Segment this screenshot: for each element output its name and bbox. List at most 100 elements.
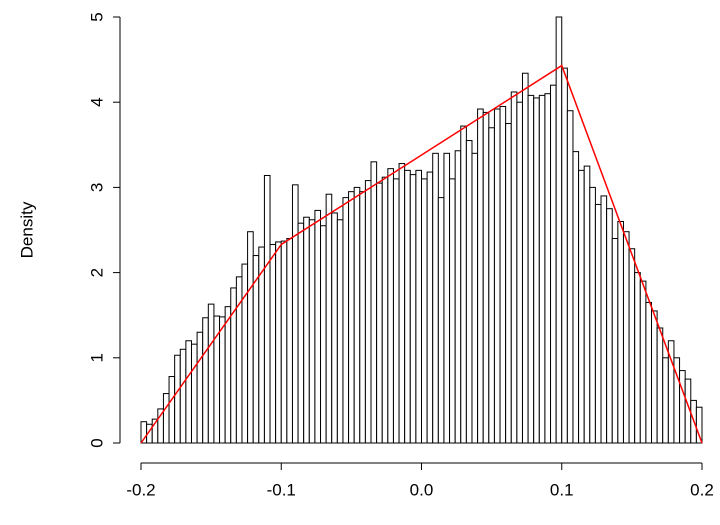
- bar: [224, 306, 232, 444]
- bar: [353, 186, 361, 444]
- x-tick-label: 0.2: [690, 480, 714, 499]
- bar: [645, 301, 653, 444]
- bar: [370, 161, 378, 444]
- bar: [679, 370, 686, 444]
- bar: [275, 241, 282, 444]
- bar: [656, 327, 664, 444]
- bar: [185, 340, 192, 444]
- bar: [505, 123, 512, 444]
- bar: [600, 195, 608, 444]
- bar: [179, 348, 187, 444]
- bar: [162, 393, 170, 444]
- bar: [269, 243, 277, 444]
- x-tick-label: 0.0: [410, 480, 434, 499]
- bar: [247, 231, 254, 444]
- bar: [336, 219, 344, 444]
- bar: [331, 212, 338, 444]
- bar: [263, 174, 271, 444]
- bar: [364, 180, 372, 444]
- bar: [308, 219, 316, 444]
- bar: [527, 94, 535, 444]
- bar: [398, 163, 406, 444]
- y-tick-label: 5: [87, 12, 106, 21]
- bar: [695, 406, 703, 444]
- bar: [387, 168, 394, 444]
- bar: [432, 152, 439, 444]
- bar: [174, 354, 181, 444]
- bar: [443, 152, 451, 444]
- bar: [168, 376, 176, 444]
- bar: [258, 246, 265, 444]
- bar: [449, 178, 456, 444]
- bar: [320, 225, 327, 444]
- bar: [538, 94, 546, 444]
- bar: [516, 101, 523, 444]
- y-tick-label: 2: [87, 268, 106, 277]
- bar: [314, 209, 322, 444]
- bar: [202, 317, 209, 444]
- bar: [533, 97, 540, 444]
- bar: [510, 91, 518, 444]
- bar: [521, 72, 529, 444]
- bar: [376, 182, 383, 444]
- bar: [550, 84, 557, 444]
- bar: [404, 169, 411, 444]
- bar: [381, 176, 389, 444]
- bar: [499, 105, 507, 444]
- bar: [359, 191, 366, 444]
- bar: [477, 108, 484, 444]
- bar: [196, 331, 204, 444]
- bar: [578, 169, 585, 444]
- bar: [286, 238, 293, 444]
- bar: [280, 240, 288, 444]
- bar: [207, 303, 215, 444]
- y-tick-label: 4: [87, 97, 106, 106]
- bar: [555, 16, 563, 444]
- y-tick-label: 0: [87, 438, 106, 447]
- bar: [634, 272, 641, 444]
- bar: [415, 169, 423, 444]
- bar: [488, 127, 495, 444]
- bar: [454, 150, 462, 444]
- bar: [639, 280, 647, 444]
- bar: [297, 222, 305, 444]
- bar: [594, 203, 602, 444]
- bar: [190, 343, 198, 444]
- bar: [606, 208, 613, 444]
- bar: [426, 171, 434, 444]
- bar: [628, 248, 636, 444]
- bar: [392, 178, 400, 444]
- bar: [303, 216, 310, 444]
- bar: [544, 93, 552, 444]
- bar: [651, 310, 658, 444]
- bar: [460, 125, 467, 444]
- bar: [409, 174, 417, 444]
- y-tick-label: 3: [87, 183, 106, 192]
- bar: [421, 178, 428, 444]
- bar: [622, 231, 630, 444]
- density-line: [140, 64, 703, 444]
- bar: [465, 140, 473, 444]
- bar: [617, 220, 624, 444]
- bar: [482, 111, 490, 444]
- bar: [662, 357, 669, 444]
- x-tick-label: -0.1: [267, 480, 296, 499]
- bar: [437, 197, 445, 444]
- bar: [219, 316, 226, 444]
- bar: [493, 108, 501, 444]
- bar: [566, 110, 574, 444]
- bar: [348, 191, 355, 444]
- bar: [589, 186, 596, 444]
- bar: [241, 263, 249, 444]
- y-tick-label: 1: [87, 353, 106, 362]
- bar: [572, 151, 580, 444]
- bar: [583, 165, 591, 444]
- bar: [611, 238, 619, 444]
- bar: [342, 197, 350, 444]
- x-tick-label: -0.2: [126, 480, 155, 499]
- bar: [291, 184, 299, 444]
- bar: [471, 152, 479, 444]
- bar: [325, 193, 333, 444]
- bar: [561, 67, 568, 444]
- y-axis-label: Density: [17, 201, 36, 258]
